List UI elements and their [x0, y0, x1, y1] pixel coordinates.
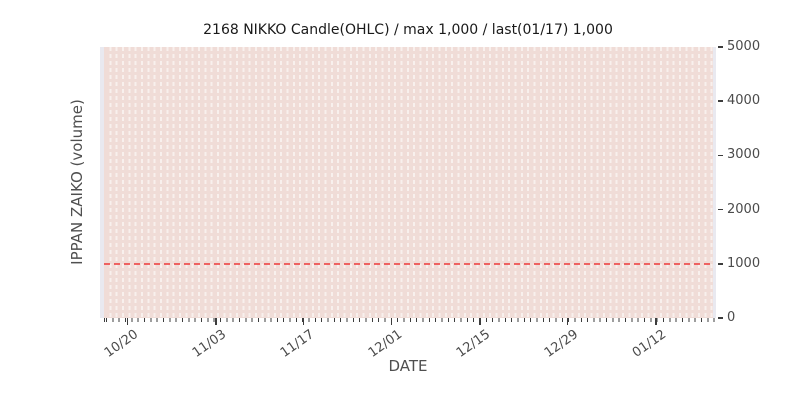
x-tick-label-11/17: 11/17	[277, 327, 317, 361]
x-tick-mark-12/29	[566, 318, 569, 325]
y-tick-label-0: 0	[727, 310, 736, 325]
y-tick-mark-2000	[718, 208, 723, 211]
chart-title: 2168 NIKKO Candle(OHLC) / max 1,000 / la…	[203, 22, 613, 38]
x-tick-label-01/12: 01/12	[629, 327, 669, 361]
y-tick-mark-5000	[718, 46, 723, 48]
x-tick-label-11/03: 11/03	[189, 327, 229, 361]
y-tick-label-5000: 5000	[727, 39, 761, 54]
x-tick-label-12/29: 12/29	[541, 327, 581, 361]
x-axis-tick-labels: 10/20 11/03 11/17 12/01 12/15 12/29 01/12	[100, 318, 716, 361]
y-tick-label-3000: 3000	[727, 147, 761, 163]
x-tick-mark-12/01	[390, 318, 393, 325]
x-tick-label-10/20: 10/20	[101, 327, 141, 361]
data-span-candles	[104, 47, 713, 318]
y-tick-mark-0	[718, 317, 723, 319]
x-tick-mark-12/15	[479, 318, 481, 325]
y-tick-mark-4000	[718, 100, 723, 102]
x-tick-label-12/15: 12/15	[453, 327, 493, 361]
y-tick-mark-3000	[718, 154, 723, 157]
x-axis-minor-ticks	[100, 318, 716, 322]
plot-area	[100, 47, 716, 318]
x-tick-label-12/01: 12/01	[365, 327, 405, 361]
y-tick-label-4000: 4000	[727, 93, 761, 109]
y-tick-label-2000: 2000	[727, 201, 761, 217]
reference-line-1000	[104, 262, 713, 265]
x-tick-mark-10/20	[126, 318, 129, 325]
x-tick-mark-01/12	[655, 318, 657, 325]
y-tick-label-1000: 1000	[727, 255, 761, 271]
x-tick-mark-11/03	[215, 318, 217, 325]
x-tick-mark-11/17	[302, 318, 305, 325]
y-tick-mark-1000	[718, 263, 723, 265]
y-axis-label: IPPAN ZAIKO (volume)	[68, 99, 86, 265]
x-axis-label: DATE	[388, 357, 428, 375]
